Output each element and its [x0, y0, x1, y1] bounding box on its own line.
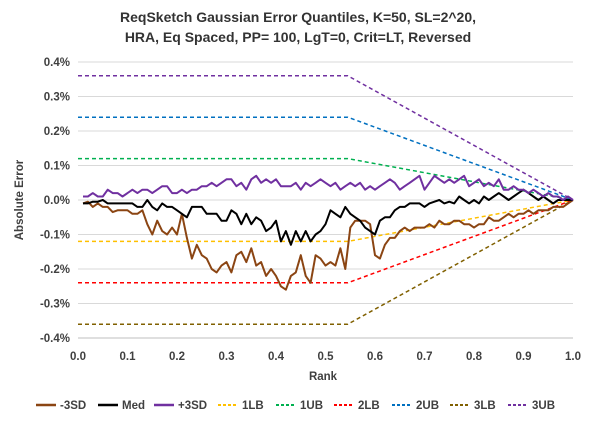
x-axis-title: Rank	[309, 371, 338, 383]
y-tick-label: -0.4%	[40, 333, 70, 345]
legend-label: -3SD	[60, 400, 86, 412]
x-tick-label: 0.1	[120, 351, 137, 363]
legend-label: 2UB	[416, 400, 439, 412]
y-tick-label: 0.1%	[44, 161, 70, 173]
legend-label: 1LB	[242, 400, 264, 412]
series-line-3ub	[78, 75, 574, 201]
legend: -3SD Med +3SD 1LB 1UB 2LB 2UB 3LB 3UB	[36, 400, 555, 412]
series-line-med	[83, 188, 573, 246]
legend-label: 3LB	[474, 400, 496, 412]
legend-label: 2LB	[358, 400, 380, 412]
legend-label: 1UB	[300, 400, 323, 412]
x-tick-label: 0.9	[516, 351, 532, 363]
legend-label: 3UB	[532, 400, 555, 412]
y-tick-label: -0.1%	[40, 230, 70, 242]
chart-subtitle: HRA, Eq Spaced, PP= 100, LgT=0, Crit=LT,…	[125, 29, 471, 45]
y-tick-label: 0.0%	[44, 195, 70, 207]
x-tick-label: 1.0	[565, 351, 581, 363]
x-tick-label: 0.4	[268, 351, 285, 363]
chart-title: ReqSketch Gaussian Error Quantiles, K=50…	[120, 9, 476, 25]
x-tick-label: 0.7	[417, 351, 433, 363]
gridlines	[78, 61, 573, 339]
legend-label: Med	[122, 400, 145, 412]
y-tick-label: 0.3%	[44, 92, 70, 104]
y-axis-ticks: 0.4% 0.3% 0.2% 0.1% 0.0% -0.1% -0.2% -0.3% -0.4%	[40, 57, 70, 345]
y-tick-label: -0.3%	[40, 299, 70, 311]
series-line-3sd	[82, 199, 574, 291]
x-tick-label: 0.0	[70, 351, 86, 363]
y-tick-label: 0.4%	[44, 57, 70, 69]
x-tick-label: 0.3	[219, 351, 235, 363]
y-tick-label: 0.2%	[44, 126, 70, 138]
y-tick-label: -0.2%	[40, 264, 70, 276]
x-tick-label: 0.2	[169, 351, 185, 363]
series-line-3sd	[83, 174, 574, 201]
x-tick-label: 0.6	[367, 351, 383, 363]
x-tick-label: 0.8	[466, 351, 483, 363]
x-axis-ticks: 0.0 0.1 0.2 0.3 0.4 0.5 0.6 0.7 0.8 0.9 1.0	[70, 351, 581, 363]
series-line-3lb	[78, 199, 574, 325]
x-tick-label: 0.5	[318, 351, 335, 363]
series-line-2ub	[78, 116, 574, 201]
legend-label: +3SD	[178, 400, 207, 412]
y-axis-title: Absolute Error	[14, 159, 26, 240]
series-line-1ub	[78, 157, 574, 201]
series-line-2lb	[78, 199, 574, 284]
series-layer	[78, 75, 574, 325]
